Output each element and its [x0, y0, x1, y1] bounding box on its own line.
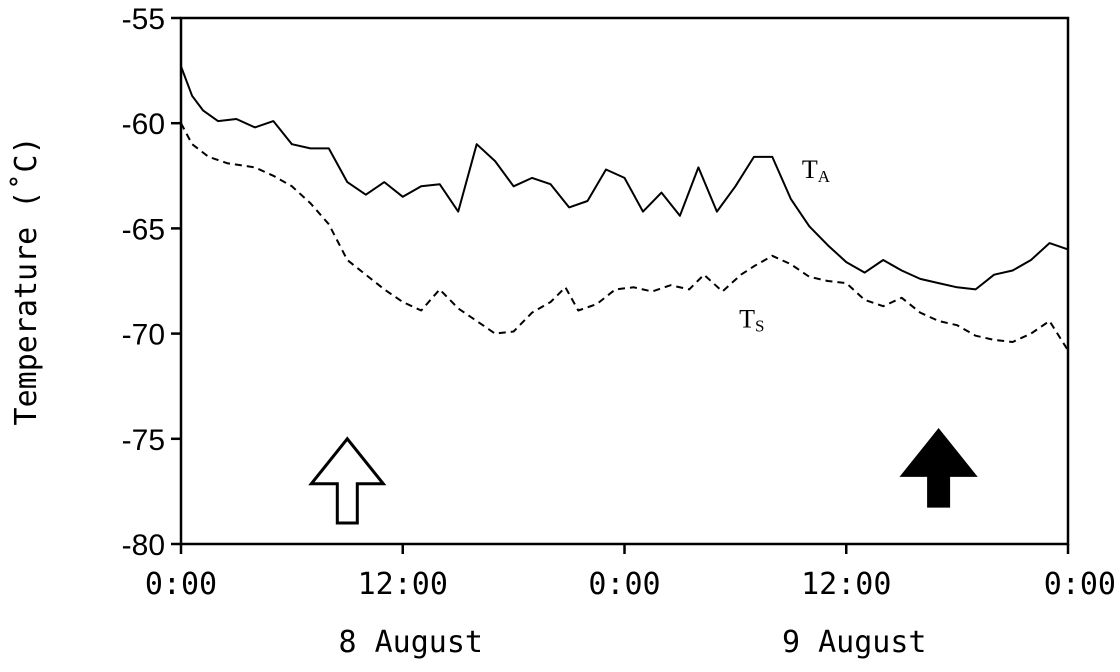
series-layer: TA TS	[180, 66, 1069, 351]
y-tick-label: -70	[122, 319, 165, 352]
annotation-layer	[308, 427, 978, 525]
date-label: 9 August	[782, 625, 927, 660]
x-axis-ticks: 0:00 12:00 0:00 12:00 0:00	[145, 544, 1116, 602]
arrow-up-filled-icon	[899, 427, 978, 508]
date-labels: 8 August 9 August	[339, 625, 927, 660]
series-label-ta: TA	[802, 155, 831, 186]
series-label-ts: TS	[739, 304, 764, 335]
series-line-ts	[180, 122, 1069, 351]
x-tick-label: 12:00	[801, 567, 891, 602]
x-tick-label: 12:00	[358, 567, 448, 602]
y-axis-ticks: -55 -60 -65 -70 -75 -80	[122, 3, 181, 562]
y-tick-label: -65	[122, 213, 165, 246]
x-tick-label: 0:00	[588, 567, 660, 602]
arrow-up-hollow-icon	[308, 436, 387, 525]
y-axis-title: Temperature (˚C)	[9, 137, 44, 426]
x-tick-label: 0:00	[145, 567, 217, 602]
y-tick-label: -75	[122, 424, 165, 457]
x-tick-label: 0:00	[1044, 567, 1116, 602]
date-label: 8 August	[339, 625, 484, 660]
y-tick-label: -55	[122, 3, 165, 36]
y-tick-label: -60	[122, 108, 165, 141]
y-tick-label: -80	[122, 529, 165, 562]
series-line-ta	[180, 66, 1069, 291]
